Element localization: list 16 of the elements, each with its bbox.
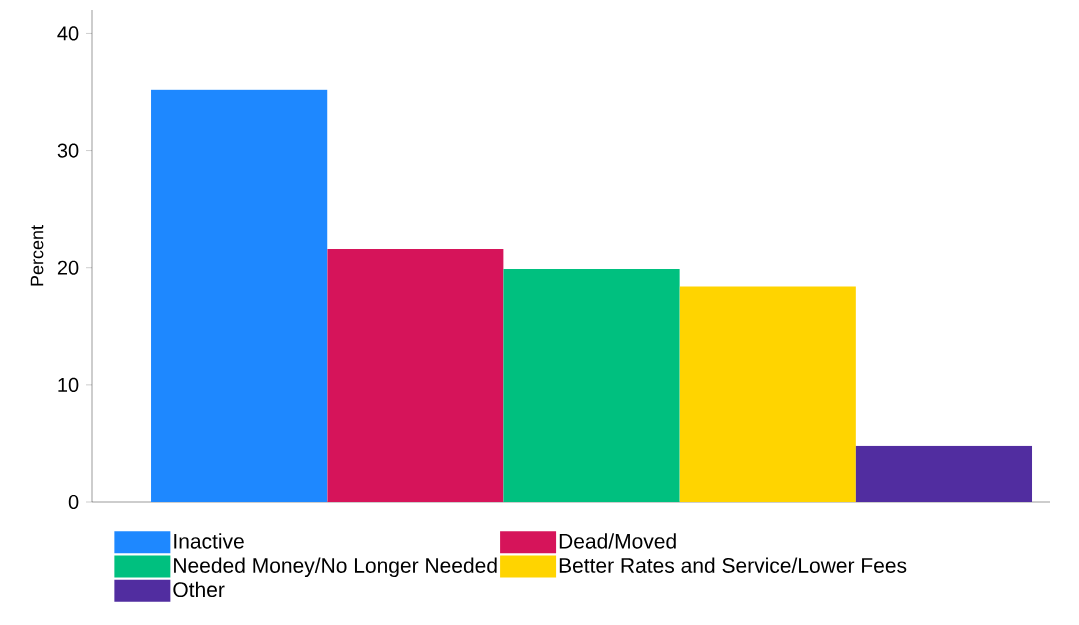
y-axis-title: Percent [30,225,44,286]
y-tick-label: 10 [58,377,79,392]
bar [679,286,856,502]
y-tick-label: 40 [57,26,79,41]
bar [151,89,328,502]
y-tick-label: 30 [57,143,79,158]
legend-label: Other [173,581,225,598]
legend-label: Inactive [174,533,244,549]
legend-label: Dead/Moved [559,533,676,549]
bar [327,248,504,502]
bar [855,445,1033,502]
y-tick-label: 20 [57,260,79,275]
legend-label: Needed Money/No Longer Needed [174,557,497,578]
bar [503,268,680,502]
legend-label: Better Rates and Service/Lower Fees [559,557,907,573]
y-tick-label: 0 [68,494,79,510]
